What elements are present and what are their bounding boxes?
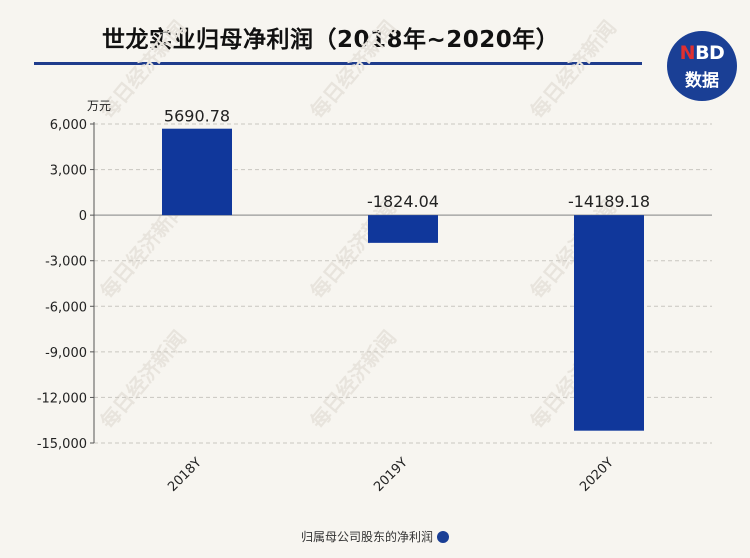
watermark-text: 每日经济新闻	[305, 16, 401, 123]
y-tick-label: -9,000	[45, 346, 87, 361]
y-tick-label: 3,000	[50, 164, 87, 179]
watermark-text: 每日经济新闻	[95, 326, 191, 433]
x-category-label: 2020Y	[577, 455, 617, 495]
logo-nbd-text: NBD	[679, 42, 725, 64]
bars	[162, 128, 644, 431]
bar-value-label: -1824.04	[367, 192, 439, 211]
legend-dot-icon	[437, 531, 449, 543]
bar-value-label: -14189.18	[568, 192, 650, 211]
y-tick-label: -15,000	[37, 437, 87, 452]
data-labels: 5690.78 -1824.04 -14189.18	[164, 107, 650, 211]
bar	[574, 215, 644, 431]
y-tick-label: -3,000	[45, 255, 87, 270]
y-tick-label: -12,000	[37, 391, 87, 406]
bar	[368, 215, 438, 243]
bar-value-label: 5690.78	[164, 107, 230, 126]
y-tick-label: 6,000	[50, 118, 87, 133]
y-axis-unit-label: 万元	[87, 99, 111, 113]
y-tick-label: -6,000	[45, 300, 87, 315]
y-tick-label: 0	[79, 209, 87, 224]
x-category-label: 2018Y	[165, 455, 205, 495]
bar	[162, 128, 232, 216]
y-axis: 6,000 3,000 0 -3,000 -6,000 -9,000 -12,000 -15,…	[37, 99, 111, 452]
logo-data-text: 数据	[685, 71, 719, 91]
x-category-label: 2019Y	[371, 455, 411, 495]
watermark-text: 每日经济新闻	[525, 16, 621, 123]
legend-label: 归属母公司股东的净利润	[300, 530, 433, 544]
title-underline	[34, 62, 642, 65]
legend: 归属母公司股东的净利润	[0, 528, 750, 545]
chart-title: 世龙实业归母净利润（2018年~2020年）	[102, 27, 560, 53]
nbd-logo: NBD 数据	[667, 31, 737, 101]
watermark-text: 每日经济新闻	[305, 326, 401, 433]
watermark-text: 每日经济新闻	[305, 196, 401, 303]
x-axis-labels: 2018Y 2019Y 2020Y	[165, 455, 617, 495]
